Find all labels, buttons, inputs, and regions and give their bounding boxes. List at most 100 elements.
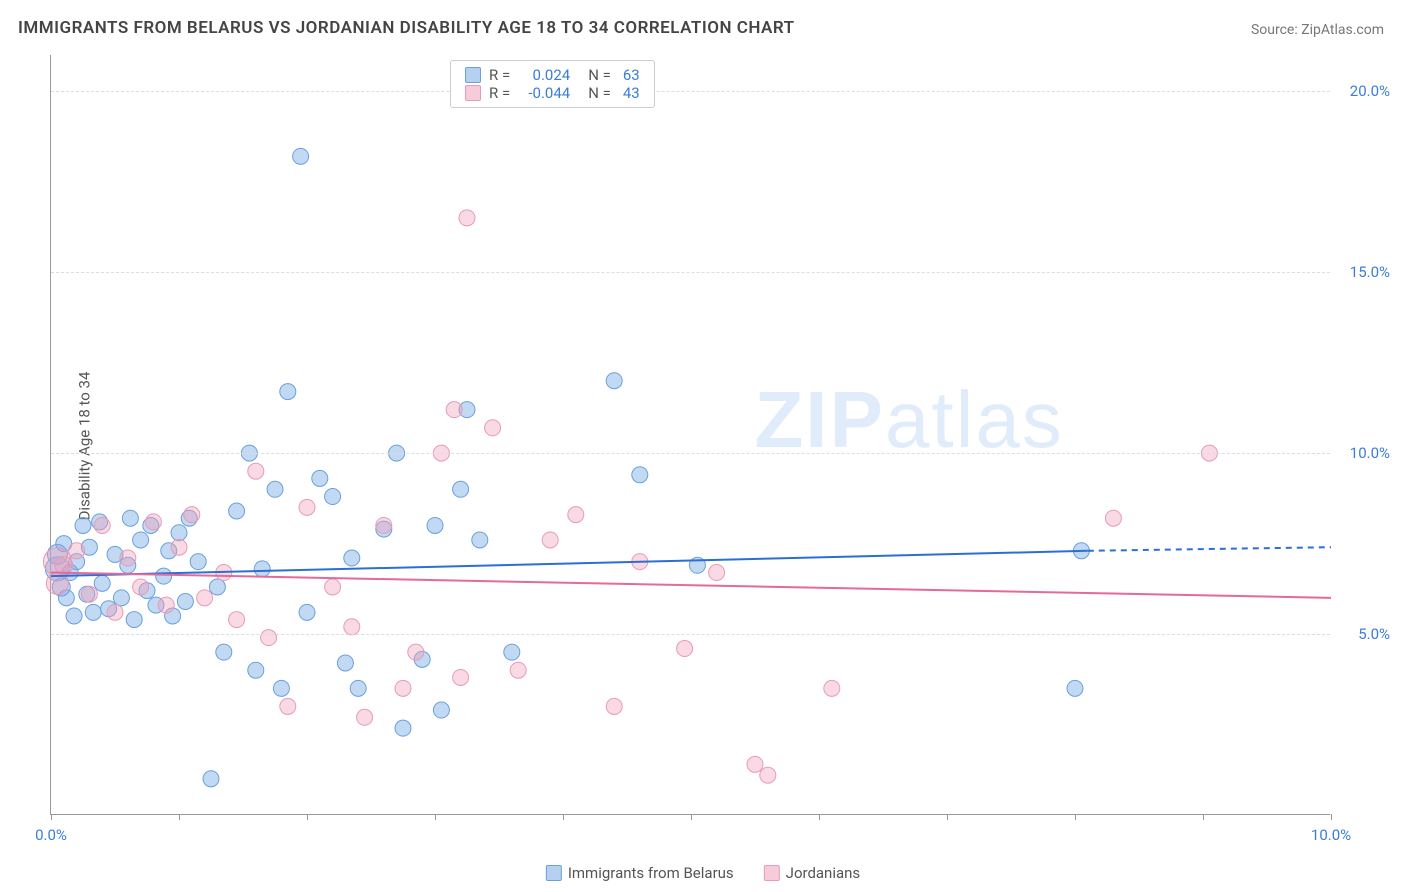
- x-tick-mark: [179, 814, 180, 820]
- data-point-blue: [190, 554, 206, 570]
- data-point-pink: [747, 756, 763, 772]
- data-point-pink: [510, 662, 526, 678]
- n-value-1: 43: [623, 84, 640, 102]
- r-label-1: R =: [489, 84, 510, 102]
- x-tick-mark: [563, 814, 564, 820]
- data-point-pink: [408, 644, 424, 660]
- data-point-pink: [485, 420, 501, 436]
- data-point-blue: [156, 568, 172, 584]
- x-tick-mark: [1331, 814, 1332, 820]
- x-tick-mark: [307, 814, 308, 820]
- legend-row-series-0: R = 0.024 N = 63: [465, 66, 640, 84]
- data-point-pink: [261, 630, 277, 646]
- source-label: Source: ZipAtlas.com: [1251, 22, 1384, 38]
- data-point-blue: [254, 561, 270, 577]
- legend-item-1: Jordanians: [764, 864, 861, 882]
- legend-item-0: Immigrants from Belarus: [546, 864, 734, 882]
- swatch-blue: [465, 67, 481, 83]
- gridline-h: [51, 634, 1330, 635]
- data-point-pink: [344, 619, 360, 635]
- x-tick-mark: [691, 814, 692, 820]
- data-point-pink: [709, 565, 725, 581]
- plot-area: ZIPatlas 5.0%10.0%15.0%20.0%0.0%10.0%: [50, 55, 1330, 815]
- series-legend: Immigrants from Belarus Jordanians: [546, 864, 860, 882]
- r-value-1: -0.044: [522, 84, 570, 102]
- correlation-legend: R = 0.024 N = 63 R = -0.044 N = 43: [450, 60, 655, 108]
- legend-label-0: Immigrants from Belarus: [568, 864, 734, 882]
- data-point-blue: [122, 510, 138, 526]
- data-point-blue: [267, 481, 283, 497]
- data-point-pink: [69, 543, 85, 559]
- legend-swatch-blue: [546, 865, 562, 881]
- data-point-pink: [376, 517, 392, 533]
- data-point-blue: [133, 532, 149, 548]
- data-point-blue: [216, 644, 232, 660]
- n-value-0: 63: [623, 66, 640, 84]
- data-point-blue: [66, 608, 82, 624]
- data-point-pink: [197, 590, 213, 606]
- trend-line: [51, 573, 1331, 598]
- data-point-blue: [75, 517, 91, 533]
- y-tick-label: 20.0%: [1335, 82, 1390, 100]
- x-tick-mark: [51, 814, 52, 820]
- data-point-pink: [677, 641, 693, 657]
- data-point-blue: [632, 467, 648, 483]
- data-point-pink: [229, 612, 245, 628]
- data-point-pink: [55, 556, 73, 574]
- gridline-h: [51, 272, 1330, 273]
- y-tick-label: 10.0%: [1335, 444, 1390, 462]
- data-point-blue: [433, 702, 449, 718]
- x-tick-label: 10.0%: [1311, 826, 1351, 844]
- data-point-pink: [824, 680, 840, 696]
- data-point-pink: [606, 698, 622, 714]
- trend-line: [51, 551, 1088, 576]
- trend-line: [1088, 547, 1331, 551]
- data-point-blue: [85, 604, 101, 620]
- data-point-pink: [280, 698, 296, 714]
- data-point-pink: [395, 680, 411, 696]
- data-point-blue: [472, 532, 488, 548]
- x-tick-mark: [947, 814, 948, 820]
- data-point-blue: [395, 720, 411, 736]
- data-point-blue: [1067, 680, 1083, 696]
- y-tick-label: 5.0%: [1335, 625, 1390, 643]
- n-label-1: N =: [588, 84, 611, 102]
- data-point-pink: [184, 507, 200, 523]
- data-point-blue: [504, 644, 520, 660]
- x-tick-label: 0.0%: [35, 826, 67, 844]
- data-point-pink: [459, 210, 475, 226]
- data-point-blue: [427, 517, 443, 533]
- y-tick-label: 15.0%: [1335, 263, 1390, 281]
- data-point-blue: [453, 481, 469, 497]
- data-point-pink: [171, 539, 187, 555]
- plot-svg: [51, 55, 1330, 814]
- data-point-blue: [299, 604, 315, 620]
- data-point-pink: [1105, 510, 1121, 526]
- data-point-blue: [177, 593, 193, 609]
- data-point-blue: [126, 612, 142, 628]
- data-point-blue: [203, 771, 219, 787]
- x-tick-mark: [1203, 814, 1204, 820]
- n-label-0: N =: [588, 66, 611, 84]
- data-point-pink: [446, 402, 462, 418]
- data-point-pink: [133, 579, 149, 595]
- data-point-blue: [344, 550, 360, 566]
- data-point-pink: [81, 586, 97, 602]
- data-point-blue: [293, 148, 309, 164]
- r-label-0: R =: [489, 66, 510, 84]
- data-point-pink: [145, 514, 161, 530]
- data-point-pink: [760, 767, 776, 783]
- data-point-pink: [248, 463, 264, 479]
- data-point-pink: [94, 517, 110, 533]
- source-prefix: Source:: [1251, 22, 1301, 38]
- data-point-blue: [113, 590, 129, 606]
- data-point-pink: [357, 709, 373, 725]
- data-point-blue: [94, 575, 110, 591]
- data-point-blue: [273, 680, 289, 696]
- legend-label-1: Jordanians: [786, 864, 861, 882]
- data-point-pink: [299, 499, 315, 515]
- data-point-blue: [280, 384, 296, 400]
- swatch-pink: [465, 85, 481, 101]
- source-name: ZipAtlas.com: [1301, 22, 1384, 38]
- data-point-pink: [120, 550, 136, 566]
